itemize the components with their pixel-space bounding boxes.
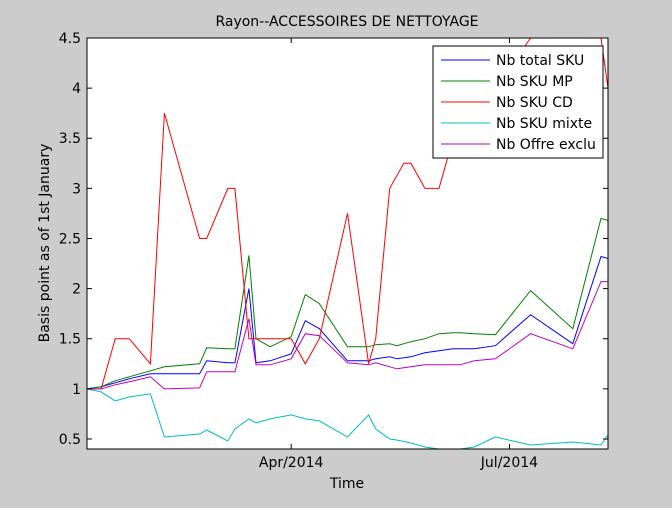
- series-line-4: [87, 388, 608, 449]
- legend: Nb total SKU Nb SKU MP Nb SKU CD Nb SKU mix…: [432, 45, 604, 159]
- y-tick-label: 4: [72, 81, 81, 97]
- series-line-2: [87, 217, 608, 390]
- y-tick-label: 2.5: [59, 231, 81, 247]
- y-tick-label: 4.5: [59, 31, 81, 47]
- axes-layer: 0.5 1 1.5 2 2.5 3 3.5 4 4.5 Apr/2014 Jul/2014: [59, 31, 609, 471]
- legend-label-3: Nb SKU CD: [496, 95, 573, 111]
- legend-label-2: Nb SKU MP: [496, 74, 573, 90]
- series-line-1: [87, 255, 608, 390]
- legend-label-4: Nb SKU mixte: [496, 116, 592, 132]
- x-tick-label: Jul/2014: [480, 455, 538, 471]
- legend-label-5: Nb Offre exclu: [496, 137, 596, 153]
- x-tick-label: Apr/2014: [259, 455, 324, 471]
- y-tick-label: 3: [72, 181, 81, 197]
- x-axis-label: Time: [329, 476, 364, 492]
- y-tick-label: 0.5: [59, 432, 81, 448]
- legend-label-1: Nb total SKU: [496, 53, 584, 69]
- chart-title: Rayon--ACCESSOIRES DE NETTOYAGE: [215, 14, 478, 30]
- y-tick-label: 1: [72, 382, 81, 398]
- axes-frame: [86, 37, 609, 450]
- series-line-5: [87, 281, 608, 390]
- y-tick-label: 1.5: [59, 332, 81, 348]
- y-tick-label: 2: [72, 282, 81, 298]
- y-tick-label: 3.5: [59, 131, 81, 147]
- y-axis-label: Basis point as of 1st January: [37, 144, 53, 343]
